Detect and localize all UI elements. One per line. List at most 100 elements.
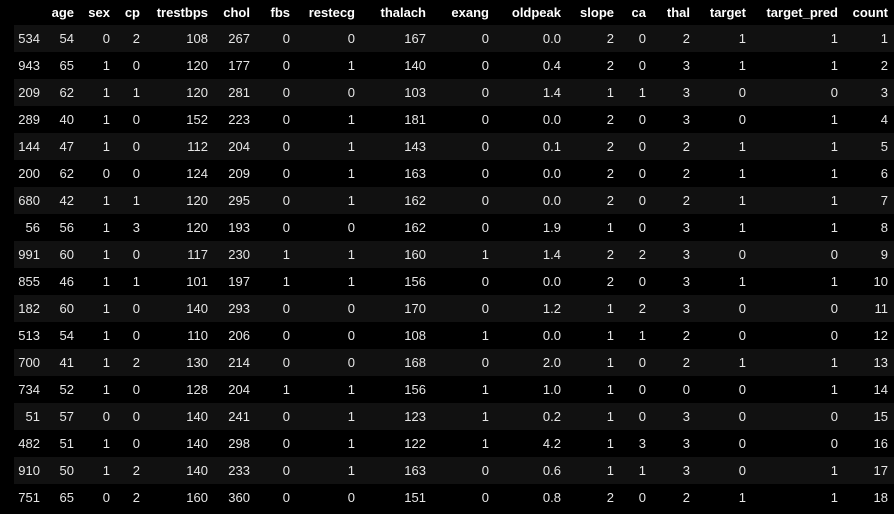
cell-sex: 1 — [102, 382, 110, 397]
cell-chol: 267 — [228, 31, 250, 46]
column-header-target-pred: target_pred — [766, 5, 838, 20]
cell-slope: 1 — [606, 328, 614, 343]
cell-ca: 0 — [638, 409, 646, 424]
cell-count: 5 — [880, 139, 888, 154]
cell-thalach: 123 — [404, 409, 426, 424]
cell-thal: 3 — [682, 220, 690, 235]
cell-restecg: 0 — [347, 31, 355, 46]
cell-slope: 1 — [606, 436, 614, 451]
cell-restecg: 1 — [347, 274, 355, 289]
column-header-cp: cp — [124, 5, 140, 20]
column-header-fbs: fbs — [270, 5, 291, 20]
cell-exang: 0 — [481, 490, 489, 505]
cell-oldpeak: 1.4 — [542, 85, 561, 100]
cell-thalach: 163 — [404, 463, 426, 478]
column-header-trestbps: trestbps — [156, 5, 208, 20]
cell-count: 10 — [873, 274, 888, 289]
cell-cp: 2 — [132, 490, 140, 505]
cell-trestbps: 140 — [186, 436, 208, 451]
cell-age: 50 — [59, 463, 74, 478]
cell-chol: 206 — [228, 328, 250, 343]
cell-target-pred: 0 — [830, 328, 838, 343]
cell-sex: 1 — [102, 274, 110, 289]
table-row: 513 54 1 0 110 206 0 0 108 1 0.0 1 1 2 0 0 12 — [14, 322, 894, 349]
cell-exang: 0 — [481, 355, 489, 370]
cell-thalach: 151 — [404, 490, 426, 505]
cell-thalach: 181 — [404, 112, 426, 127]
cell-trestbps: 101 — [186, 274, 208, 289]
cell-restecg: 0 — [347, 490, 355, 505]
cell-thalach: 163 — [404, 166, 426, 181]
cell-thal: 3 — [682, 436, 690, 451]
cell-target-pred: 0 — [830, 409, 838, 424]
cell-restecg: 1 — [347, 58, 355, 73]
column-header-slope: slope — [580, 5, 614, 20]
cell-oldpeak: 0.0 — [542, 274, 561, 289]
cell-trestbps: 130 — [186, 355, 208, 370]
column-header-restecg: restecg — [308, 5, 355, 20]
cell-count: 9 — [880, 247, 888, 262]
cell-target: 0 — [738, 463, 746, 478]
cell-trestbps: 120 — [186, 85, 208, 100]
cell-thal: 3 — [682, 112, 690, 127]
cell-target: 0 — [738, 382, 746, 397]
column-header-chol: chol — [223, 5, 250, 20]
cell-cp: 0 — [132, 247, 140, 262]
cell-oldpeak: 2.0 — [542, 355, 561, 370]
cell-cp: 1 — [132, 85, 140, 100]
cell-trestbps: 108 — [186, 31, 208, 46]
cell-slope: 2 — [606, 139, 614, 154]
cell-fbs: 0 — [282, 85, 290, 100]
cell-ca: 0 — [638, 58, 646, 73]
cell-ca: 0 — [638, 220, 646, 235]
cell-count: 18 — [873, 490, 888, 505]
cell-exang: 0 — [481, 166, 489, 181]
row-index: 751 — [18, 490, 40, 505]
cell-thal: 3 — [682, 58, 690, 73]
cell-fbs: 0 — [282, 166, 290, 181]
cell-target: 0 — [738, 301, 746, 316]
cell-chol: 214 — [228, 355, 250, 370]
cell-cp: 0 — [132, 301, 140, 316]
cell-target-pred: 0 — [830, 247, 838, 262]
cell-trestbps: 110 — [187, 328, 208, 343]
cell-thalach: 108 — [404, 328, 426, 343]
cell-thalach: 140 — [404, 58, 426, 73]
cell-thalach: 162 — [404, 220, 426, 235]
row-index: 534 — [18, 31, 40, 46]
cell-cp: 0 — [132, 58, 140, 73]
cell-cp: 0 — [132, 328, 140, 343]
cell-slope: 2 — [606, 193, 614, 208]
cell-sex: 0 — [102, 409, 110, 424]
cell-oldpeak: 1.0 — [542, 382, 561, 397]
cell-chol: 204 — [228, 139, 250, 154]
cell-exang: 1 — [481, 247, 489, 262]
cell-sex: 1 — [102, 436, 110, 451]
cell-fbs: 0 — [282, 490, 290, 505]
cell-fbs: 1 — [282, 382, 290, 397]
cell-cp: 2 — [132, 31, 140, 46]
cell-sex: 1 — [102, 112, 110, 127]
cell-target-pred: 1 — [830, 58, 838, 73]
cell-slope: 2 — [606, 31, 614, 46]
cell-slope: 1 — [606, 463, 614, 478]
cell-age: 54 — [59, 328, 74, 343]
cell-target-pred: 1 — [830, 382, 838, 397]
cell-target-pred: 1 — [830, 220, 838, 235]
cell-age: 56 — [59, 220, 74, 235]
cell-exang: 1 — [481, 328, 489, 343]
cell-ca: 0 — [638, 382, 646, 397]
cell-restecg: 1 — [347, 112, 355, 127]
column-header-thal: thal — [666, 5, 690, 20]
cell-age: 57 — [59, 409, 74, 424]
cell-trestbps: 140 — [186, 409, 208, 424]
cell-sex: 1 — [102, 301, 110, 316]
cell-target: 1 — [738, 166, 746, 181]
column-header-age: age — [51, 5, 74, 20]
column-header-exang: exang — [451, 5, 489, 20]
cell-oldpeak: 0.8 — [542, 490, 561, 505]
cell-target: 1 — [738, 490, 746, 505]
cell-restecg: 1 — [347, 436, 355, 451]
row-index: 700 — [18, 355, 40, 370]
